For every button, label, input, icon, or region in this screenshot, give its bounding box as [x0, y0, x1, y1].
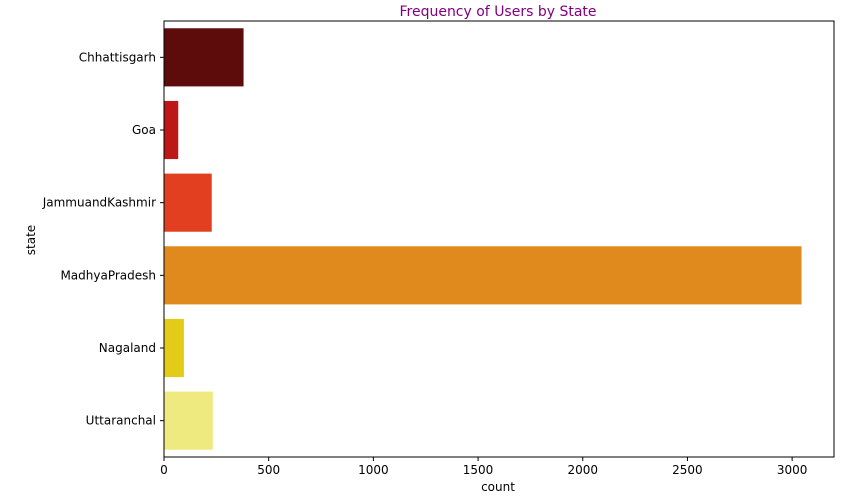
y-tick-label: JammuandKashmir	[42, 196, 156, 210]
x-tick-label: 0	[160, 463, 168, 477]
x-axis-label: count	[481, 480, 515, 494]
chart-title: Frequency of Users by State	[399, 4, 596, 20]
bars-group	[164, 28, 802, 450]
bar-Uttaranchal	[164, 391, 213, 450]
y-axis: Chhattisgarh Goa JammuandKashmir MadhyaPrad…	[42, 50, 164, 428]
y-tick-label: Uttaranchal	[86, 414, 156, 428]
bar-Chhattisgarh	[164, 28, 244, 87]
y-tick-label: Chhattisgarh	[79, 50, 156, 64]
x-axis: 0 500 1000 1500 2000 2500 3000	[160, 457, 807, 477]
plot-frame	[163, 20, 835, 458]
x-tick-label: 1500	[463, 463, 494, 477]
y-tick-label: Goa	[132, 123, 156, 137]
y-tick-label: Nagaland	[99, 341, 156, 355]
x-tick-label: 2000	[567, 463, 598, 477]
bar-MadhyaPradesh	[164, 246, 802, 305]
y-axis-label: state	[24, 225, 38, 255]
y-tick-label: MadhyaPradesh	[60, 268, 156, 282]
x-tick-label: 3000	[777, 463, 808, 477]
bar-JammuandKashmir	[164, 173, 212, 232]
x-tick-label: 500	[257, 463, 280, 477]
x-tick-label: 2500	[672, 463, 703, 477]
bar-Nagaland	[164, 318, 184, 378]
x-tick-label: 1000	[358, 463, 389, 477]
bar-Goa	[164, 100, 179, 160]
